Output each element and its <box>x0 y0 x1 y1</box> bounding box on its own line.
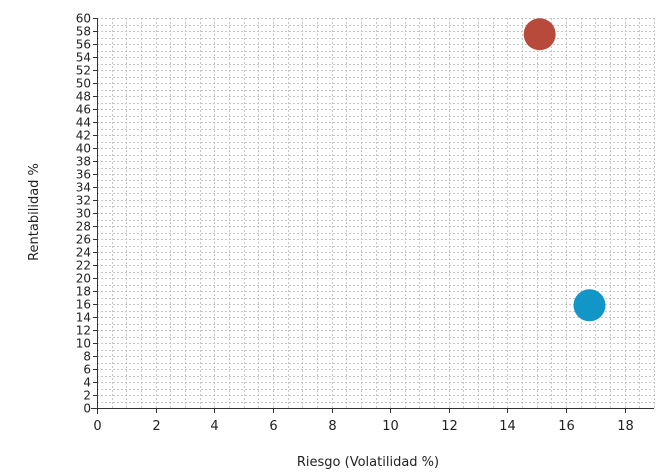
y-tick-label: 50 <box>76 77 91 91</box>
grid-lines <box>97 18 655 409</box>
y-tick-label: 20 <box>76 272 91 286</box>
y-tick-label: 0 <box>83 402 91 416</box>
y-tick-label: 52 <box>76 64 91 78</box>
x-tick-label: 10 <box>382 419 399 434</box>
y-tick-label: 42 <box>76 129 91 143</box>
y-tick-label: 36 <box>76 168 91 182</box>
y-tick-label: 54 <box>76 51 91 65</box>
y-tick-label: 18 <box>76 285 91 299</box>
y-tick-label: 30 <box>76 207 91 221</box>
y-tick-label: 26 <box>76 233 91 247</box>
x-tick-label: 2 <box>152 419 160 434</box>
y-axis-title: Rentabilidad % <box>27 163 42 261</box>
x-tick-label: 6 <box>269 419 277 434</box>
x-tick-label: 4 <box>210 419 218 434</box>
x-axis-ticks: 0 2 4 6 8 10 12 14 16 18 <box>93 408 634 434</box>
data-points <box>523 18 606 322</box>
y-tick-label: 48 <box>76 90 91 104</box>
y-tick-label: 14 <box>76 311 91 325</box>
axes <box>91 18 654 414</box>
y-tick-label: 6 <box>83 363 91 377</box>
y-tick-label: 4 <box>83 376 91 390</box>
data-point-1 <box>523 18 556 51</box>
y-tick-label: 46 <box>76 103 91 117</box>
data-point-2 <box>573 289 606 322</box>
y-tick-label: 38 <box>76 155 91 169</box>
y-axis-ticks: 0246810121416182022242628303234363840424… <box>76 12 97 416</box>
y-tick-label: 60 <box>76 12 91 26</box>
y-tick-label: 56 <box>76 38 91 52</box>
y-tick-label: 16 <box>76 298 91 312</box>
x-tick-label: 0 <box>93 419 101 434</box>
y-tick-label: 2 <box>83 389 91 403</box>
y-tick-label: 8 <box>83 350 91 364</box>
y-tick-label: 32 <box>76 194 91 208</box>
x-axis-title: Riesgo (Volatilidad %) <box>297 455 439 470</box>
y-tick-label: 12 <box>76 324 91 338</box>
y-tick-label: 10 <box>76 337 91 351</box>
y-tick-label: 40 <box>76 142 91 156</box>
x-tick-label: 16 <box>558 419 575 434</box>
y-tick-label: 44 <box>76 116 91 130</box>
y-tick-label: 34 <box>76 181 91 195</box>
y-tick-label: 24 <box>76 246 91 260</box>
x-tick-label: 12 <box>441 419 458 434</box>
x-tick-label: 8 <box>328 419 336 434</box>
x-tick-label: 18 <box>617 419 634 434</box>
y-tick-label: 58 <box>76 25 91 39</box>
y-tick-label: 22 <box>76 259 91 273</box>
y-tick-label: 28 <box>76 220 91 234</box>
x-tick-label: 14 <box>499 419 516 434</box>
